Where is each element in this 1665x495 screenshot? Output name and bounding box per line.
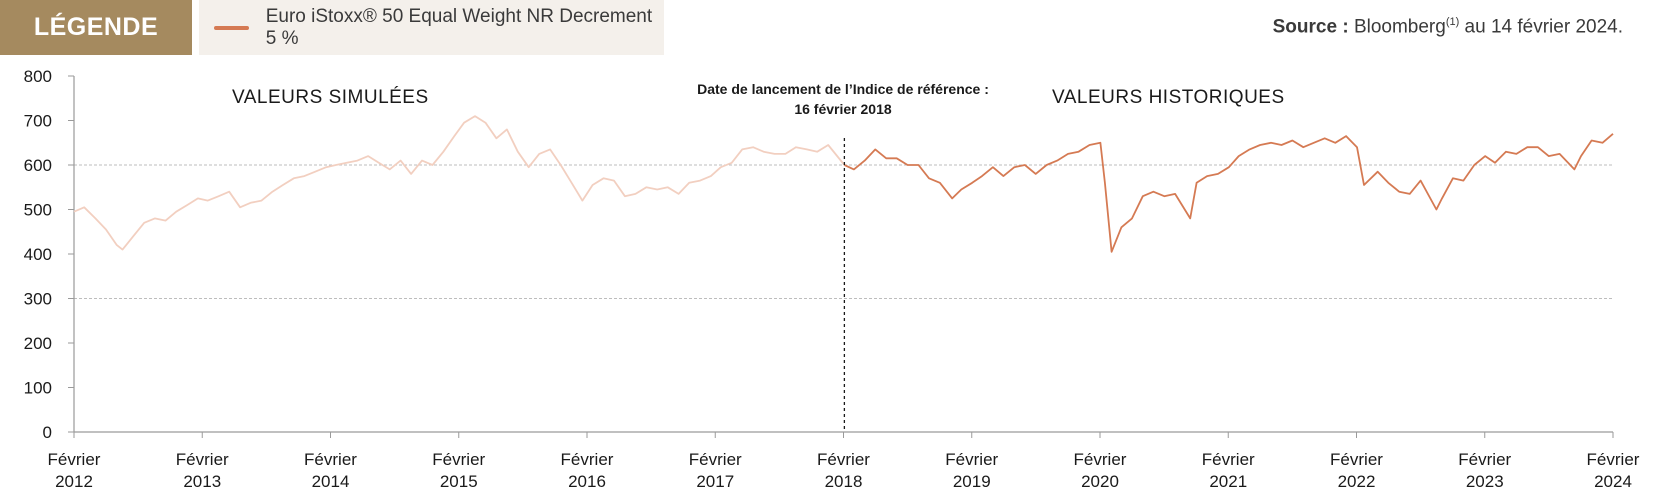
y-tick-label: 500 bbox=[24, 201, 52, 220]
x-tick-label-year: 2012 bbox=[55, 472, 93, 491]
source-text: Bloomberg bbox=[1353, 16, 1446, 38]
x-tick-label-month: Février bbox=[817, 450, 870, 469]
x-tick-label-month: Février bbox=[1330, 450, 1383, 469]
y-tick-label: 300 bbox=[24, 290, 52, 309]
x-tick-label-month: Février bbox=[1458, 450, 1511, 469]
series-line-historical bbox=[844, 133, 1614, 253]
x-tick-label-year: 2013 bbox=[183, 472, 221, 491]
x-tick-label-month: Février bbox=[1202, 450, 1255, 469]
y-tick-label: 400 bbox=[24, 245, 52, 264]
series-line-simulated bbox=[73, 115, 846, 251]
x-tick-label-year: 2018 bbox=[825, 472, 863, 491]
y-tick-label: 600 bbox=[24, 156, 52, 175]
x-tick-label-year: 2021 bbox=[1209, 472, 1247, 491]
gridlines bbox=[74, 164, 1613, 299]
source-note: Source : Bloomberg(1) au 14 février 2024… bbox=[1273, 16, 1623, 38]
x-tick-label-year: 2016 bbox=[568, 472, 606, 491]
annotation-historical: VALEURS HISTORIQUES bbox=[1052, 87, 1285, 108]
y-tick-label: 700 bbox=[24, 112, 52, 131]
y-tick-label: 100 bbox=[24, 379, 52, 398]
x-tick-labels: Février 2012 Février 2013 Février 2014 Février… bbox=[48, 450, 1640, 491]
source-footnote: (1) bbox=[1445, 16, 1460, 28]
x-tick-label-year: 2014 bbox=[312, 472, 350, 491]
legend-tag: LÉGENDE bbox=[0, 0, 192, 55]
x-tick-label-year: 2023 bbox=[1466, 472, 1504, 491]
legend-box: Euro iStoxx® 50 Equal Weight NR Decremen… bbox=[199, 0, 664, 55]
legend-swatch bbox=[214, 25, 249, 30]
x-tick-label-month: Février bbox=[176, 450, 229, 469]
y-tick-label: 200 bbox=[24, 334, 52, 353]
x-tick-label-year: 2020 bbox=[1081, 472, 1119, 491]
y-tick-label: 800 bbox=[24, 67, 52, 86]
x-tick-label-month: Février bbox=[561, 450, 614, 469]
x-tick-label-year: 2024 bbox=[1594, 472, 1632, 491]
x-tick-label-month: Février bbox=[432, 450, 485, 469]
x-tick-label-month: Février bbox=[304, 450, 357, 469]
source-label: Source : bbox=[1272, 16, 1349, 38]
x-tick-label-year: 2017 bbox=[696, 472, 734, 491]
x-tick-label-year: 2015 bbox=[440, 472, 478, 491]
x-tick-label-month: Février bbox=[48, 450, 101, 469]
annotation-launch-line1: Date de lancement de l’Indice de référen… bbox=[697, 81, 989, 97]
x-tick-label-month: Février bbox=[689, 450, 742, 469]
axes bbox=[68, 75, 1614, 438]
x-tick-label-month: Février bbox=[1074, 450, 1127, 469]
x-tick-label-month: Février bbox=[1587, 450, 1640, 469]
y-tick-labels: 0 100 200 300 400 500 600 700 800 bbox=[24, 67, 52, 442]
annotation-simulated: VALEURS SIMULÉES bbox=[232, 87, 429, 108]
annotation-launch-line2: 16 février 2018 bbox=[794, 101, 892, 117]
x-tick-label-month: Février bbox=[945, 450, 998, 469]
series-lines bbox=[73, 115, 1614, 253]
legend-series-label: Euro iStoxx® 50 Equal Weight NR Decremen… bbox=[265, 5, 653, 49]
y-tick-label: 0 bbox=[43, 423, 52, 442]
x-tick-label-year: 2022 bbox=[1338, 472, 1376, 491]
x-tick-label-year: 2019 bbox=[953, 472, 991, 491]
source-suffix: au 14 février 2024. bbox=[1459, 16, 1623, 38]
